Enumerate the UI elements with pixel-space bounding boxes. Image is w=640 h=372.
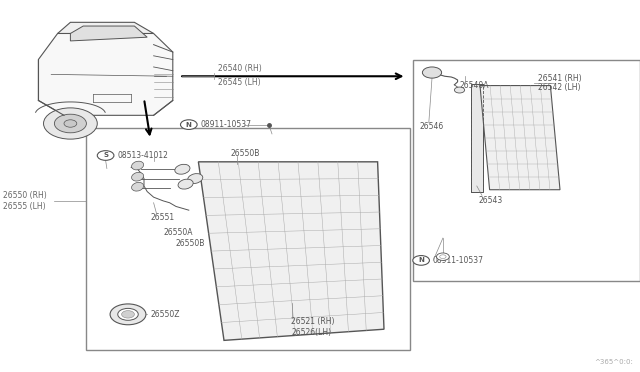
Text: 26546: 26546 (419, 122, 444, 131)
Text: ^365^0:0:: ^365^0:0: (595, 359, 634, 365)
Text: 26540 (RH): 26540 (RH) (218, 64, 261, 73)
Text: 26551: 26551 (150, 213, 175, 222)
Circle shape (422, 67, 442, 78)
Text: 26550B: 26550B (176, 239, 205, 248)
Circle shape (64, 120, 77, 127)
Ellipse shape (175, 164, 190, 174)
Circle shape (118, 308, 138, 320)
Bar (86, 128, 410, 350)
Circle shape (110, 304, 146, 325)
Text: 26550Z: 26550Z (150, 310, 180, 319)
Polygon shape (70, 26, 147, 41)
Text: 26550 (RH): 26550 (RH) (3, 191, 47, 200)
Circle shape (436, 253, 449, 260)
Circle shape (97, 151, 114, 160)
Text: 26521 (RH): 26521 (RH) (291, 317, 335, 326)
Circle shape (440, 255, 446, 259)
Text: 26540A: 26540A (460, 81, 489, 90)
Circle shape (44, 108, 97, 139)
Text: 08513-41012: 08513-41012 (117, 151, 168, 160)
Polygon shape (471, 84, 483, 192)
Ellipse shape (188, 174, 203, 183)
Circle shape (122, 311, 134, 318)
Text: 26545 (LH): 26545 (LH) (218, 78, 260, 87)
Text: 26543: 26543 (479, 196, 503, 205)
Circle shape (54, 114, 86, 133)
Ellipse shape (132, 172, 143, 181)
Text: 26555 (LH): 26555 (LH) (3, 202, 46, 211)
Text: N: N (418, 257, 424, 263)
Ellipse shape (132, 182, 143, 191)
Circle shape (413, 256, 429, 265)
Text: 26541 (RH): 26541 (RH) (538, 74, 581, 83)
Polygon shape (58, 22, 154, 33)
Circle shape (180, 120, 197, 129)
Text: 26542 (LH): 26542 (LH) (538, 83, 580, 92)
Polygon shape (198, 162, 384, 340)
Text: 26550A: 26550A (163, 228, 193, 237)
Text: 08911-10537: 08911-10537 (433, 256, 484, 265)
Ellipse shape (178, 179, 193, 189)
Text: 26550B: 26550B (230, 149, 260, 158)
Circle shape (454, 87, 465, 93)
Bar (413, 60, 640, 281)
Polygon shape (38, 26, 173, 115)
Ellipse shape (132, 161, 143, 170)
Text: N: N (186, 122, 192, 128)
Text: S: S (103, 153, 108, 158)
Text: 08911-10537: 08911-10537 (200, 120, 252, 129)
Text: 26526(LH): 26526(LH) (291, 328, 332, 337)
Bar (471, 84, 483, 192)
Polygon shape (480, 86, 560, 190)
